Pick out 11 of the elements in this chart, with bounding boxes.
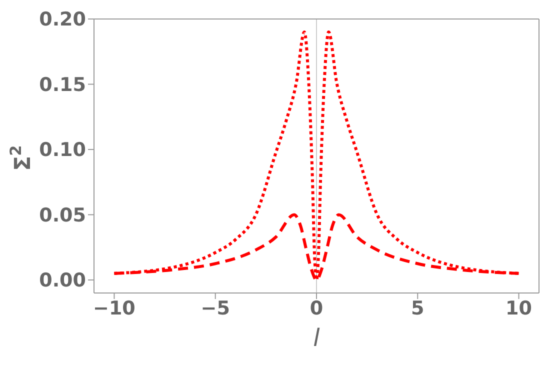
y-tick-label: 0.20 [39,8,86,31]
y-tick-label: 0.15 [39,74,86,96]
y-tick-label: 0.00 [39,270,86,292]
y-tick-label: 0.05 [39,204,86,226]
x-tick-label: −10 [93,297,136,320]
x-tick-label: 5 [411,297,424,320]
y-tick-label: 0.10 [39,139,86,162]
x-tick-label: 0 [310,297,324,320]
x-tick-label: 10 [506,297,532,320]
x-tick-label: −5 [200,297,230,320]
x-axis-title: l [313,324,320,352]
